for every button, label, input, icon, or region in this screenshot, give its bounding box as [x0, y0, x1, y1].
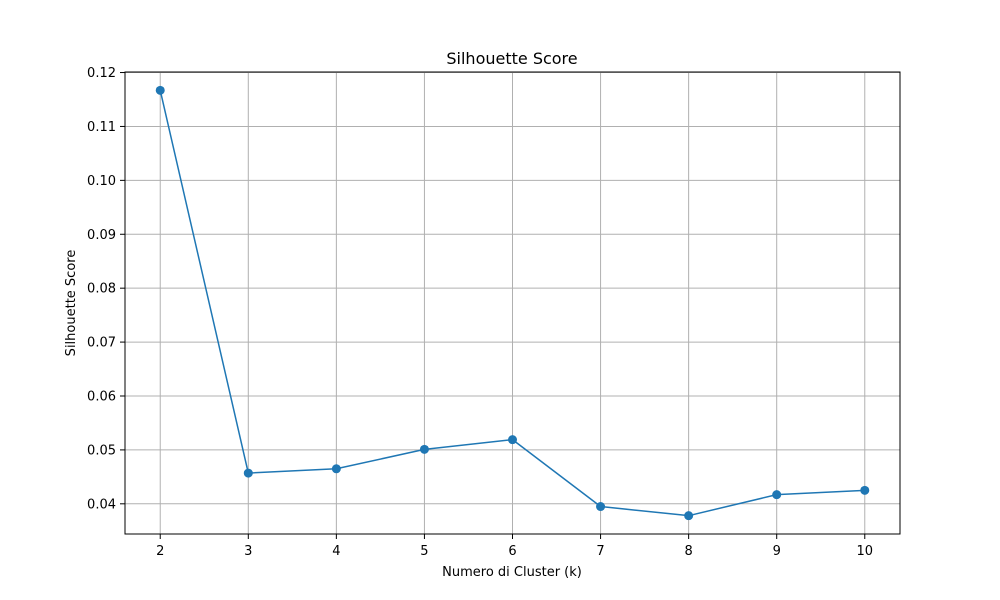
x-tick-label: 5 [420, 544, 428, 559]
y-tick-label: 0.12 [87, 66, 116, 81]
series-layer [155, 85, 870, 521]
x-tick-label: 4 [332, 544, 340, 559]
y-tick-label: 0.10 [87, 174, 116, 189]
y-tick-label: 0.08 [87, 282, 116, 297]
y-tick-label: 0.11 [87, 120, 116, 135]
data-point-marker [155, 85, 165, 95]
y-tick-label: 0.07 [87, 336, 116, 351]
data-point-marker [243, 468, 253, 478]
x-tick-label: 7 [596, 544, 604, 559]
y-axis-label: Silhouette Score [64, 250, 79, 357]
y-tick-label: 0.09 [87, 228, 116, 243]
y-tick-label: 0.06 [87, 389, 116, 404]
y-tick-label: 0.05 [87, 443, 116, 458]
data-point-marker [772, 490, 782, 500]
data-point-marker [860, 485, 870, 495]
x-tick-label: 3 [244, 544, 252, 559]
x-axis-ticks: 2 3 4 5 6 7 8 9 10 [156, 534, 873, 559]
y-axis-ticks: 0.04 0.05 0.06 0.07 0.08 0.09 0.10 0.11 0.12 [87, 66, 125, 512]
data-point-marker [508, 435, 517, 445]
x-axis-label: Numero di Cluster (k) [442, 565, 582, 580]
x-tick-label: 8 [684, 544, 692, 559]
y-tick-label: 0.04 [87, 497, 116, 512]
plot-frame [124, 71, 901, 535]
grid [125, 72, 900, 534]
data-point-marker [419, 444, 429, 454]
data-point-marker [596, 502, 606, 512]
x-tick-label: 10 [856, 544, 873, 559]
data-point-marker [684, 511, 694, 521]
data-point-marker [331, 464, 341, 474]
x-tick-label: 6 [508, 544, 516, 559]
x-tick-label: 9 [773, 544, 781, 559]
x-tick-label: 2 [156, 544, 164, 559]
chart-title: Silhouette Score [446, 49, 577, 68]
